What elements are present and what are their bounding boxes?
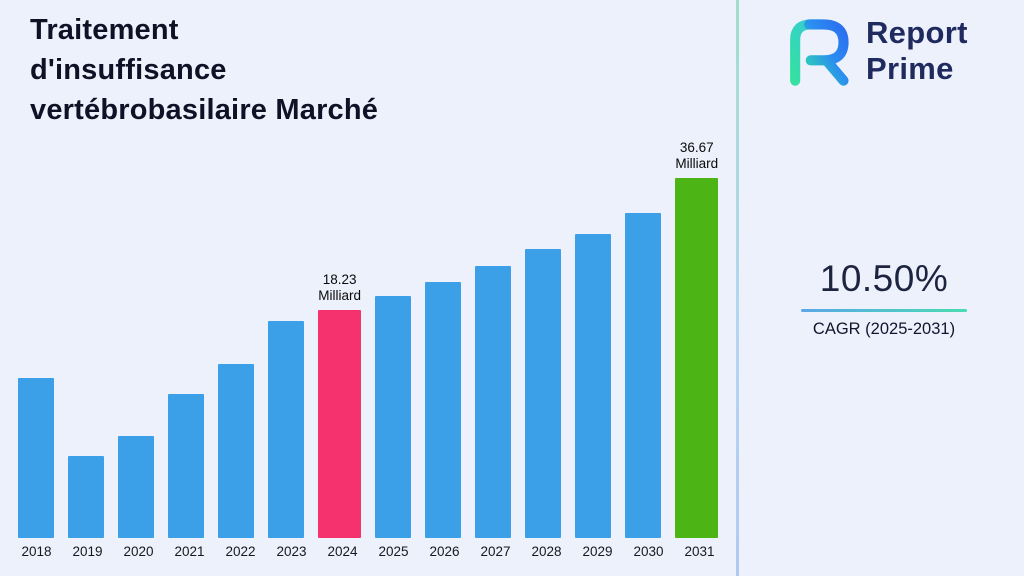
- page-title-line-2: d'insuffisance: [30, 54, 227, 86]
- bar-column-2030: [625, 213, 662, 538]
- bar-column-2028: [525, 249, 562, 538]
- x-tick-2029: 2029: [582, 544, 613, 559]
- page-title-line-3: vertébrobasilaire Marché: [30, 94, 379, 126]
- logo-wordmark: Report Prime: [866, 15, 968, 87]
- bar-2022: [218, 364, 255, 538]
- vertical-divider: [736, 0, 739, 576]
- bar-column-2029: [575, 234, 612, 538]
- x-tick-2031: 2031: [684, 544, 715, 559]
- bar-2025: [375, 296, 412, 538]
- bar-2020: [118, 436, 155, 538]
- bar-column-2019: [68, 456, 105, 538]
- x-tick-2023: 2023: [276, 544, 307, 559]
- x-tick-2018: 2018: [21, 544, 52, 559]
- bar-2018: [18, 378, 55, 538]
- bar-2029: [575, 234, 612, 538]
- bar-column-2023: [268, 321, 305, 538]
- bar-2027: [475, 266, 512, 538]
- bar-column-2021: [168, 394, 205, 538]
- bar-2031: [675, 178, 719, 538]
- report-prime-logo: Report Prime: [778, 12, 968, 90]
- bar-2019: [68, 456, 105, 538]
- cagr-label: CAGR (2025-2031): [812, 320, 956, 338]
- bar-column-2027: [475, 266, 512, 538]
- bar-column-2024: 18.23 Milliard: [318, 272, 362, 538]
- x-tick-2019: 2019: [72, 544, 103, 559]
- bar-column-2026: [425, 282, 462, 538]
- bar-2023: [268, 321, 305, 538]
- x-tick-2028: 2028: [531, 544, 562, 559]
- x-tick-2027: 2027: [480, 544, 511, 559]
- x-tick-2024: 2024: [327, 544, 358, 559]
- x-tick-2025: 2025: [378, 544, 409, 559]
- bar-2028: [525, 249, 562, 538]
- bar-2026: [425, 282, 462, 538]
- cagr-value: 10.50%: [819, 258, 949, 299]
- cagr-stat: 10.50% CAGR (2025-2031): [798, 258, 970, 339]
- bar-value-label-2031: 36.67 Milliard: [675, 140, 719, 172]
- page-title: Traitement d'insuffisance vertébrobasila…: [30, 10, 378, 130]
- cagr-underline: [801, 309, 967, 312]
- x-tick-2021: 2021: [174, 544, 205, 559]
- bar-value-label-2024: 18.23 Milliard: [318, 272, 362, 304]
- bar-chart: 18.23 Milliard 36.67 Milliard: [18, 108, 719, 538]
- logo-word-report: Report: [866, 15, 968, 50]
- x-axis-labels: 2018 2019 2020 2021 2022 2023 2024 2025 2026 2027…: [18, 544, 718, 559]
- report-prime-logo-icon: [790, 19, 849, 86]
- bar-column-2031: 36.67 Milliard: [675, 140, 719, 538]
- bar-column-2022: [218, 364, 255, 538]
- x-tick-2030: 2030: [633, 544, 664, 559]
- bar-column-2020: [118, 436, 155, 538]
- bar-2021: [168, 394, 205, 538]
- bar-2024: [318, 310, 362, 538]
- x-tick-2026: 2026: [429, 544, 460, 559]
- x-tick-2022: 2022: [225, 544, 256, 559]
- bar-2030: [625, 213, 662, 538]
- x-tick-2020: 2020: [123, 544, 154, 559]
- bar-column-2025: [375, 296, 412, 538]
- logo-word-prime: Prime: [866, 51, 954, 86]
- page-title-line-1: Traitement: [30, 14, 179, 46]
- bar-column-2018: [18, 378, 55, 538]
